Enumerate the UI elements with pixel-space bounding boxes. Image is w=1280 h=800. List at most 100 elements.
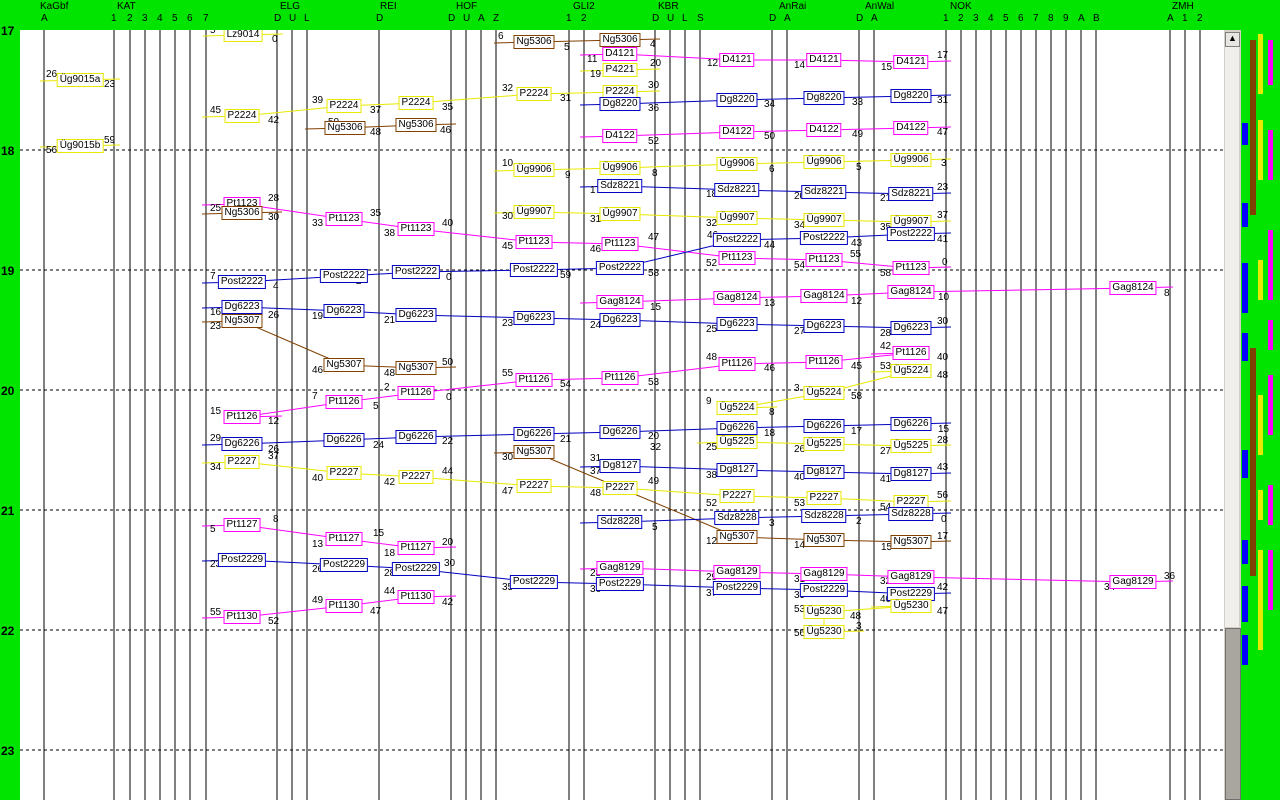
train-label[interactable]: Dg6226 bbox=[716, 421, 758, 435]
train-label[interactable]: Dg6223 bbox=[599, 313, 641, 327]
train-label[interactable]: Pt1123 bbox=[515, 235, 553, 249]
train-label[interactable]: Lz9014 bbox=[223, 30, 263, 42]
train-label[interactable]: Post2229 bbox=[799, 583, 849, 597]
train-label[interactable]: Dg6223 bbox=[323, 304, 365, 318]
train-label[interactable]: Ng5307 bbox=[323, 358, 365, 372]
train-label[interactable]: P2227 bbox=[719, 489, 755, 503]
train-label[interactable]: Dg6223 bbox=[890, 321, 932, 335]
train-label[interactable]: Üg9907 bbox=[599, 207, 641, 221]
train-label[interactable]: Ng5307 bbox=[803, 533, 845, 547]
train-label[interactable]: D4122 bbox=[602, 129, 638, 143]
train-label[interactable]: Post2222 bbox=[509, 263, 559, 277]
train-label[interactable]: Üg5224 bbox=[803, 386, 845, 400]
train-label[interactable]: Dg8220 bbox=[803, 91, 845, 105]
train-label[interactable]: P2227 bbox=[224, 455, 260, 469]
train-label[interactable]: Pt1123 bbox=[397, 222, 435, 236]
train-label[interactable]: Pt1127 bbox=[325, 532, 363, 546]
train-label[interactable]: Ng5306 bbox=[324, 121, 366, 135]
train-label[interactable]: Pt1127 bbox=[223, 518, 261, 532]
train-label[interactable]: Dg6223 bbox=[803, 319, 845, 333]
train-label[interactable]: Gag8129 bbox=[887, 570, 935, 584]
train-label[interactable]: Üg5224 bbox=[716, 401, 758, 415]
train-label[interactable]: Üg5230 bbox=[803, 625, 845, 639]
train-label[interactable]: Üg9906 bbox=[716, 157, 758, 171]
train-label[interactable]: Gag8124 bbox=[596, 295, 644, 309]
train-label[interactable]: P2224 bbox=[224, 109, 260, 123]
train-label[interactable]: Dg8127 bbox=[599, 459, 641, 473]
train-label[interactable]: Post2222 bbox=[799, 231, 849, 245]
train-label[interactable]: Post2229 bbox=[217, 553, 267, 567]
train-label[interactable]: Pt1126 bbox=[515, 373, 553, 387]
train-graph[interactable]: Lz9014 5 0 Üg9015a 26 23 Üg9015b 56 59 Ng5306 Ng53… bbox=[20, 30, 1224, 800]
train-label[interactable]: Dg6226 bbox=[323, 433, 365, 447]
train-label[interactable]: D4121 bbox=[893, 55, 929, 69]
train-label[interactable]: P2227 bbox=[806, 491, 842, 505]
train-label[interactable]: D4121 bbox=[602, 47, 638, 61]
train-label[interactable]: P2224 bbox=[326, 99, 362, 113]
train-label[interactable]: Pt1126 bbox=[892, 346, 930, 360]
train-label[interactable]: Üg9906 bbox=[599, 161, 641, 175]
train-label[interactable]: Post2229 bbox=[319, 558, 369, 572]
train-label[interactable]: Pt1126 bbox=[718, 357, 756, 371]
train-label[interactable]: Pt1123 bbox=[325, 212, 363, 226]
train-label[interactable]: Üg5225 bbox=[890, 439, 932, 453]
train-label[interactable]: Sdz8221 bbox=[801, 185, 847, 199]
train-label[interactable]: D4122 bbox=[719, 125, 755, 139]
train-label[interactable]: Üg9015b bbox=[56, 139, 104, 153]
train-label[interactable]: Dg6226 bbox=[599, 425, 641, 439]
train-label[interactable]: P2224 bbox=[398, 96, 434, 110]
vertical-scrollbar[interactable]: ▲ bbox=[1224, 30, 1241, 800]
train-label[interactable]: Pt1123 bbox=[805, 253, 843, 267]
train-label[interactable]: D4122 bbox=[893, 121, 929, 135]
train-label[interactable]: Ng5307 bbox=[513, 445, 555, 459]
scroll-thumb[interactable] bbox=[1225, 628, 1241, 800]
train-label[interactable]: Üg9906 bbox=[890, 153, 932, 167]
train-label[interactable]: Üg9906 bbox=[513, 163, 555, 177]
train-label[interactable]: Gag8129 bbox=[713, 565, 761, 579]
train-label[interactable]: Pt1126 bbox=[325, 395, 363, 409]
train-label[interactable]: D4122 bbox=[806, 123, 842, 137]
train-label[interactable]: P2227 bbox=[326, 466, 362, 480]
train-label[interactable]: Üg9907 bbox=[803, 213, 845, 227]
train-label[interactable]: Dg6223 bbox=[513, 311, 555, 325]
train-label[interactable]: Dg6226 bbox=[395, 430, 437, 444]
train-label[interactable]: Üg5230 bbox=[803, 605, 845, 619]
train-label[interactable]: Gag8124 bbox=[713, 291, 761, 305]
train-label[interactable]: Ng5306 bbox=[395, 118, 437, 132]
train-label[interactable]: Sdz8221 bbox=[888, 187, 934, 201]
train-label[interactable]: Ng5306 bbox=[221, 206, 263, 220]
train-label[interactable]: Ng5306 bbox=[599, 33, 641, 47]
train-label[interactable]: Üg5224 bbox=[890, 364, 932, 378]
train-label[interactable]: Post2222 bbox=[217, 275, 267, 289]
train-label[interactable]: Pt1126 bbox=[601, 371, 639, 385]
train-label[interactable]: Üg5225 bbox=[716, 435, 758, 449]
train-label[interactable]: Pt1126 bbox=[223, 410, 261, 424]
train-label[interactable]: D4121 bbox=[719, 53, 755, 67]
train-label[interactable]: Gag8124 bbox=[887, 285, 935, 299]
train-label[interactable]: Post2229 bbox=[391, 562, 441, 576]
train-label[interactable]: Dg6223 bbox=[716, 317, 758, 331]
train-label[interactable]: Dg8220 bbox=[599, 97, 641, 111]
train-label[interactable]: Gag8124 bbox=[1109, 281, 1157, 295]
train-label[interactable]: Pt1123 bbox=[718, 251, 756, 265]
train-label[interactable]: Sdz8228 bbox=[597, 515, 643, 529]
train-label[interactable]: Ng5306 bbox=[513, 35, 555, 49]
train-label[interactable]: D4121 bbox=[806, 53, 842, 67]
train-label[interactable]: P2224 bbox=[516, 87, 552, 101]
train-label[interactable]: Dg6226 bbox=[513, 427, 555, 441]
train-label[interactable]: Post2222 bbox=[391, 265, 441, 279]
train-label[interactable]: P2227 bbox=[602, 481, 638, 495]
train-label[interactable]: Sdz8221 bbox=[597, 179, 643, 193]
train-label[interactable]: Pt1130 bbox=[397, 590, 435, 604]
train-label[interactable]: Pt1127 bbox=[397, 541, 435, 555]
train-label[interactable]: Dg6223 bbox=[221, 300, 263, 314]
train-label[interactable]: Dg8220 bbox=[890, 89, 932, 103]
train-label[interactable]: Üg9907 bbox=[513, 205, 555, 219]
train-label[interactable]: Gag8124 bbox=[800, 289, 848, 303]
scroll-up-button[interactable]: ▲ bbox=[1225, 32, 1240, 47]
train-label[interactable]: Dg8127 bbox=[716, 463, 758, 477]
train-label[interactable]: Post2222 bbox=[319, 269, 369, 283]
train-label[interactable]: Dg6226 bbox=[803, 419, 845, 433]
train-label[interactable]: Üg9907 bbox=[716, 211, 758, 225]
train-label[interactable]: Gag8129 bbox=[1109, 575, 1157, 589]
